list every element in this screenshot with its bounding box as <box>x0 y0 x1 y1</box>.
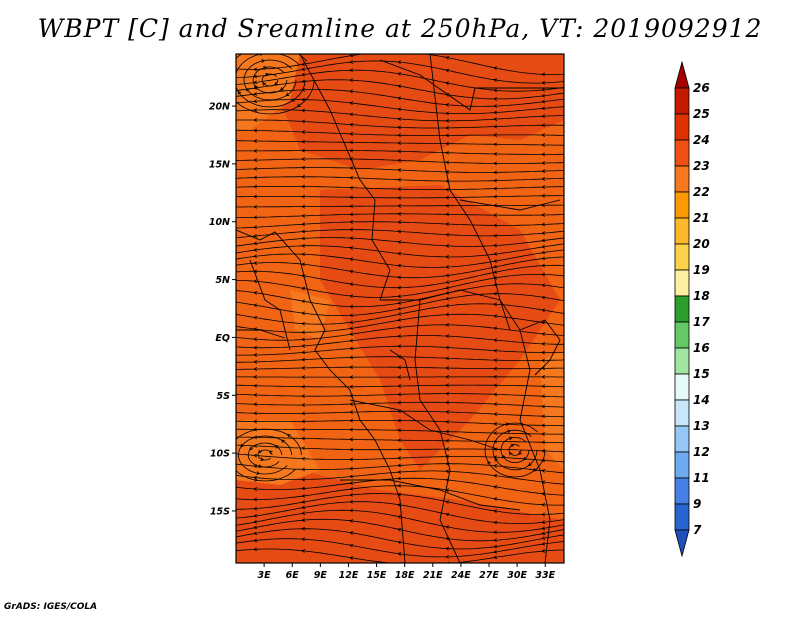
colorbar-segment <box>675 374 689 400</box>
colorbar-label: 24 <box>693 133 710 147</box>
lon-label: 24E <box>451 570 471 581</box>
colorbar-label: 15 <box>693 367 710 381</box>
colorbar-segment <box>675 192 689 218</box>
lon-label: 27E <box>479 570 499 581</box>
colorbar-label: 18 <box>693 289 710 303</box>
colorbar: 26 25 24 23 22 21 20 19 18 17 16 15 14 13 12 11 9 7 <box>675 62 710 556</box>
colorbar-label: 16 <box>693 341 710 355</box>
colorbar-segment <box>675 504 689 530</box>
colorbar-label: 9 <box>693 497 701 511</box>
colorbar-label: 21 <box>693 211 710 225</box>
colorbar-label: 17 <box>693 315 710 329</box>
colorbar-label: 19 <box>693 263 710 277</box>
lon-label: 6E <box>286 570 300 581</box>
lat-label: EQ <box>215 333 230 344</box>
colorbar-segment <box>675 452 689 478</box>
stream-arrow <box>258 46 261 49</box>
lat-label: 10N <box>209 217 230 228</box>
lat-label: 10S <box>210 449 230 460</box>
colorbar-segment <box>675 348 689 374</box>
colorbar-label: 13 <box>693 419 710 433</box>
stream-arrow <box>230 95 233 98</box>
colorbar-label: 12 <box>693 445 710 459</box>
latitude-axis: 20N 15N 10N 5N EQ 5S 10S 15S <box>209 102 236 518</box>
colorbar-label: 20 <box>693 237 710 251</box>
lat-label: 20N <box>209 102 230 113</box>
stream-arrow <box>232 441 235 444</box>
colorbar-segment <box>675 322 689 348</box>
lat-label: 5S <box>217 391 231 402</box>
lon-label: 21E <box>423 570 443 581</box>
colorbar-label: 22 <box>693 185 710 199</box>
lon-label: 3E <box>258 570 272 581</box>
colorbar-segment <box>675 114 689 140</box>
colorbar-segment <box>675 270 689 296</box>
colorbar-segment <box>675 426 689 452</box>
colorbar-label: 26 <box>693 81 710 95</box>
colorbar-label: 7 <box>693 523 702 537</box>
colorbar-segment <box>675 62 689 88</box>
colorbar-label: 14 <box>693 393 710 407</box>
colorbar-segment <box>675 88 689 114</box>
colorbar-segment <box>675 530 689 556</box>
colorbar-segment <box>675 244 689 270</box>
stream-arrow <box>398 51 401 54</box>
colorbar-label: 25 <box>693 107 710 121</box>
longitude-axis: 3E 6E 9E 12E 15E 18E 21E 24E 27E 30E 33E <box>258 563 556 581</box>
colorbar-segment <box>675 478 689 504</box>
lon-label: 30E <box>507 570 527 581</box>
lon-label: 33E <box>535 570 555 581</box>
map-panel <box>226 46 566 566</box>
colorbar-segment <box>675 166 689 192</box>
lat-label: 5N <box>215 275 230 286</box>
lon-label: 15E <box>367 570 387 581</box>
colorbar-segment <box>675 140 689 166</box>
lon-label: 18E <box>395 570 415 581</box>
colorbar-label: 11 <box>693 471 710 485</box>
colorbar-segment <box>675 296 689 322</box>
colorbar-segment <box>675 400 689 426</box>
lon-label: 9E <box>314 570 328 581</box>
colorbar-label: 23 <box>693 159 710 173</box>
credit-text: GrADS: IGES/COLA <box>4 602 97 612</box>
lat-label: 15S <box>210 506 230 517</box>
colorbar-segment <box>675 218 689 244</box>
lon-label: 12E <box>339 570 359 581</box>
lat-label: 15N <box>209 159 230 170</box>
